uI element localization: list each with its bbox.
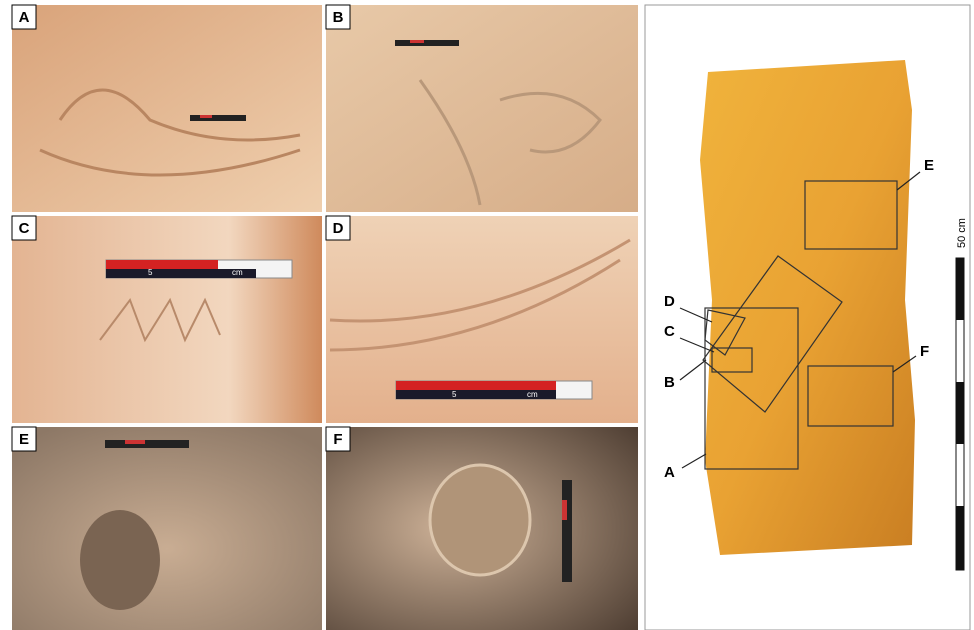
panel-label: F [333,431,342,448]
overview: 50 cm E D C F B A [645,5,970,630]
photo-c [12,216,322,423]
scale-bar [190,115,246,121]
scale-number: 5 [148,268,153,277]
region-label: C [664,323,675,340]
scale-bar [562,480,572,582]
cupule [430,465,530,575]
scale-bar [956,506,964,570]
panel-label: E [19,431,29,448]
panel-label: D [333,220,344,237]
scale-bar [105,440,189,448]
scale-bar [395,40,459,46]
scale-d: 5 cm [396,381,592,399]
panel-label: A [19,9,30,26]
region-label: F [920,343,929,360]
region-label: B [664,374,675,391]
scale-bar [106,260,218,269]
scale-bar [200,115,212,118]
region-label: A [664,464,675,481]
scale-bar [410,40,424,43]
photo-a [12,5,322,212]
photo-e [12,427,322,630]
region-label: D [664,293,675,310]
region-label: E [924,157,934,174]
scale-bar [396,381,556,390]
scale-unit: cm [527,390,538,399]
scale-c: 5 cm [106,260,292,278]
panel-label: B [333,9,344,26]
panel-label: C [19,220,30,237]
scale-bar [956,382,964,444]
scale-bar [125,440,145,444]
scale-bar [956,258,964,320]
photo-b [326,5,638,212]
photo-panels [12,5,638,630]
scale-unit: cm [232,268,243,277]
scale-label: 50 cm [956,218,968,248]
figure: 5 cm 5 cm ABCDEF 50 cm E D C F B A [0,0,974,630]
scale-number: 5 [452,390,457,399]
scale-bar [562,500,567,520]
cupule [80,510,160,610]
